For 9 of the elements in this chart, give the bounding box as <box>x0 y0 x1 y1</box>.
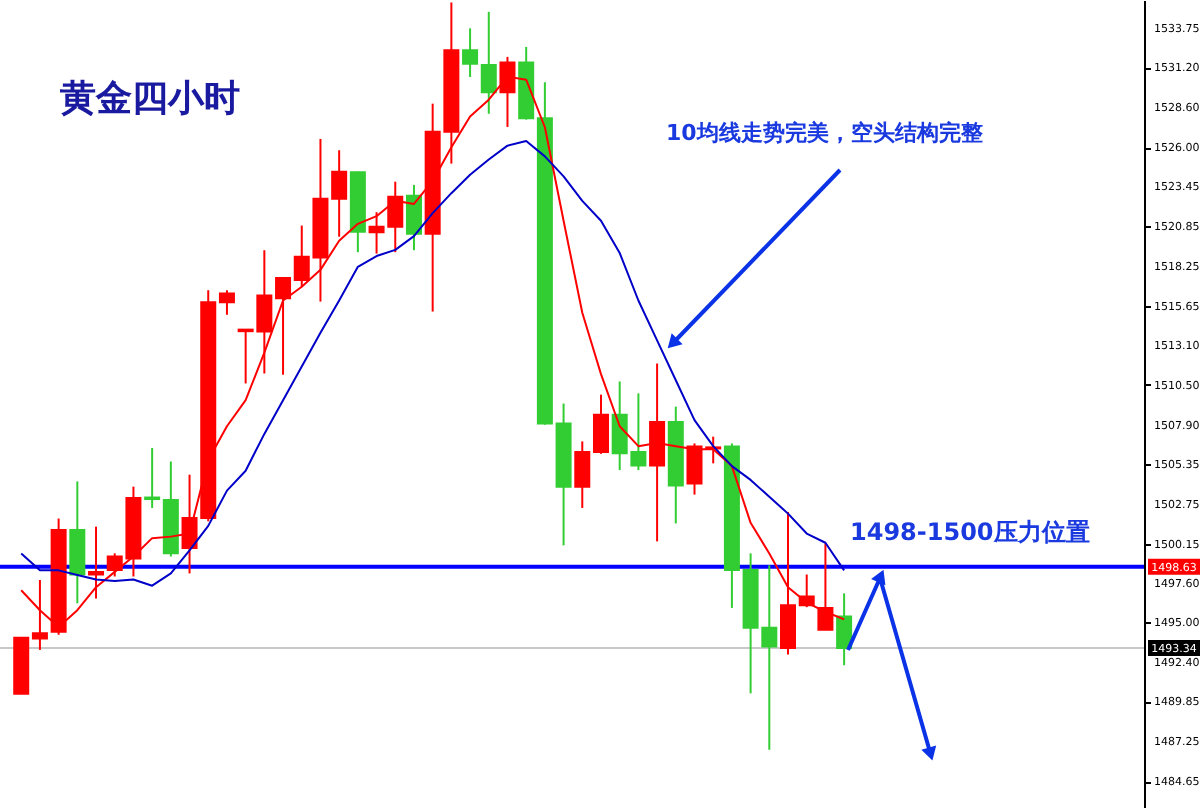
annotation: 黄金四小时 <box>58 78 240 120</box>
line-series <box>20 140 846 587</box>
annotation: 10均线走势完美，空头结构完整 <box>666 120 985 146</box>
candlestick <box>405 183 422 252</box>
candlestick <box>69 480 86 605</box>
candlestick <box>649 362 666 543</box>
candlestick <box>88 525 105 600</box>
candlestick <box>836 592 853 667</box>
annotation: 1498-1500压力位置 <box>850 518 1090 546</box>
